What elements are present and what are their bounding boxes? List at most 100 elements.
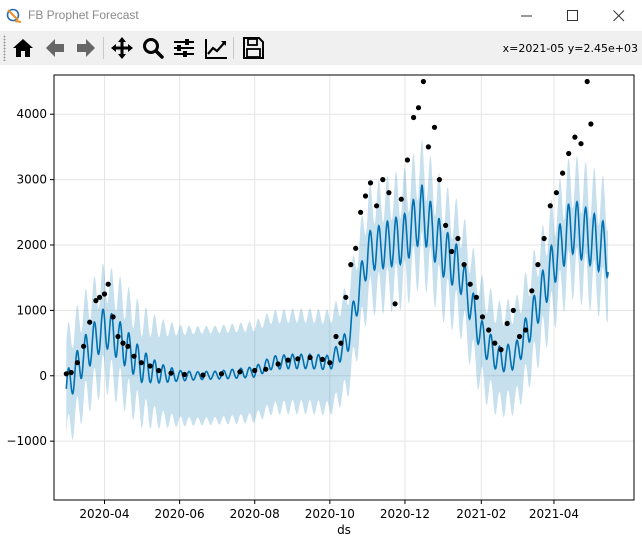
observed-point bbox=[93, 298, 99, 304]
observed-point bbox=[386, 190, 392, 196]
magnifier-icon bbox=[143, 38, 164, 59]
minimize-icon bbox=[521, 15, 532, 17]
observed-point bbox=[498, 347, 504, 353]
configure-subplots-button[interactable] bbox=[170, 34, 198, 62]
line-chart-icon bbox=[205, 39, 227, 59]
observed-point bbox=[63, 371, 69, 377]
x-tick-label: 2021-02 bbox=[456, 507, 506, 521]
x-tick-label: 2020-04 bbox=[79, 507, 129, 521]
close-button[interactable] bbox=[596, 0, 642, 31]
floppy-disk-icon bbox=[243, 37, 264, 59]
axes-frame bbox=[53, 74, 635, 501]
observed-point bbox=[327, 360, 333, 366]
x-tick-label: 2020-10 bbox=[305, 507, 355, 521]
observed-point bbox=[138, 360, 144, 366]
window-title: FB Prophet Forecast bbox=[28, 8, 139, 22]
observed-point bbox=[572, 134, 578, 140]
observed-point bbox=[285, 357, 291, 363]
y-tick-label: 3000 bbox=[16, 173, 47, 187]
observed-point bbox=[68, 369, 74, 376]
observed-point bbox=[516, 333, 523, 340]
observed-point bbox=[87, 319, 93, 325]
pan-button[interactable] bbox=[108, 34, 136, 62]
app-icon bbox=[6, 8, 22, 23]
observed-point bbox=[411, 114, 417, 121]
x-tick-label: 2021-04 bbox=[529, 507, 579, 521]
observed-point bbox=[486, 327, 492, 333]
observed-point bbox=[307, 354, 313, 361]
y-axis-ticks: −1000 0 1000 2000 3000 4000 bbox=[6, 107, 54, 448]
observed-point bbox=[455, 235, 461, 242]
observed-point bbox=[529, 288, 535, 294]
observed-point bbox=[358, 209, 364, 215]
observed-point bbox=[367, 180, 374, 186]
observed-point bbox=[115, 333, 121, 340]
observed-point bbox=[504, 320, 510, 327]
toolbar-grip bbox=[3, 35, 6, 61]
observed-point bbox=[110, 314, 116, 320]
observed-point bbox=[431, 124, 438, 130]
observed-point bbox=[295, 356, 301, 362]
observed-point bbox=[467, 281, 473, 287]
observed-point bbox=[101, 291, 108, 297]
y-tick-label: 1000 bbox=[16, 303, 47, 317]
minimize-button[interactable] bbox=[504, 0, 550, 31]
observed-point bbox=[523, 327, 529, 333]
arrow-right-icon bbox=[77, 39, 95, 57]
observed-point bbox=[404, 157, 410, 163]
observed-point bbox=[147, 363, 153, 369]
uncertainty-band bbox=[66, 139, 609, 440]
forward-button[interactable] bbox=[72, 34, 100, 62]
close-icon bbox=[613, 10, 625, 22]
observed-point bbox=[348, 262, 354, 268]
observed-point bbox=[584, 78, 590, 85]
observed-point bbox=[420, 78, 426, 85]
navigation-toolbar: x=2021-05 y=2.45e+03 bbox=[0, 31, 642, 65]
observed-point bbox=[81, 343, 87, 349]
observed-points bbox=[63, 78, 594, 378]
observed-point bbox=[473, 294, 479, 300]
sliders-icon bbox=[174, 39, 194, 57]
x-axis-label: ds bbox=[337, 523, 351, 537]
observed-point bbox=[398, 196, 404, 202]
observed-point bbox=[200, 372, 206, 378]
observed-point bbox=[547, 203, 553, 209]
observed-point bbox=[263, 366, 269, 372]
observed-point bbox=[492, 340, 498, 346]
observed-point bbox=[479, 314, 486, 320]
forecast-chart[interactable]: 2020-04 2020-06 2020-08 2020-10 2020-12 2021-… bbox=[0, 65, 642, 546]
observed-point bbox=[74, 360, 80, 366]
observed-point bbox=[319, 356, 326, 362]
home-button[interactable] bbox=[9, 34, 37, 62]
observed-point bbox=[252, 367, 258, 374]
y-tick-label: 2000 bbox=[16, 238, 47, 252]
observed-point bbox=[237, 369, 243, 375]
observed-point bbox=[125, 343, 131, 349]
arrow-left-icon bbox=[46, 39, 64, 57]
observed-point bbox=[168, 370, 174, 376]
observed-point bbox=[181, 371, 188, 378]
uncertainty-band-area bbox=[66, 139, 609, 440]
observed-point bbox=[380, 177, 386, 183]
maximize-button[interactable] bbox=[550, 0, 596, 31]
observed-point bbox=[510, 307, 516, 313]
zoom-button[interactable] bbox=[139, 34, 167, 62]
edit-axes-button[interactable] bbox=[202, 34, 230, 62]
grid-lines bbox=[54, 75, 634, 500]
y-tick-label: 4000 bbox=[16, 107, 47, 121]
y-tick-label: −1000 bbox=[6, 434, 47, 448]
observed-point bbox=[120, 340, 126, 346]
toolbar-separator bbox=[233, 37, 234, 59]
cursor-coordinates: x=2021-05 y=2.45e+03 bbox=[502, 42, 638, 55]
back-button[interactable] bbox=[41, 34, 69, 62]
figure-canvas[interactable]: 2020-04 2020-06 2020-08 2020-10 2020-12 2021-… bbox=[0, 65, 642, 546]
observed-point bbox=[338, 340, 344, 346]
observed-point bbox=[275, 361, 281, 367]
observed-point bbox=[449, 248, 455, 255]
save-button[interactable] bbox=[239, 34, 267, 62]
observed-point bbox=[425, 144, 431, 150]
move-icon bbox=[111, 37, 133, 59]
observed-point bbox=[105, 281, 111, 287]
x-tick-label: 2020-12 bbox=[380, 507, 430, 521]
observed-point bbox=[541, 235, 547, 242]
